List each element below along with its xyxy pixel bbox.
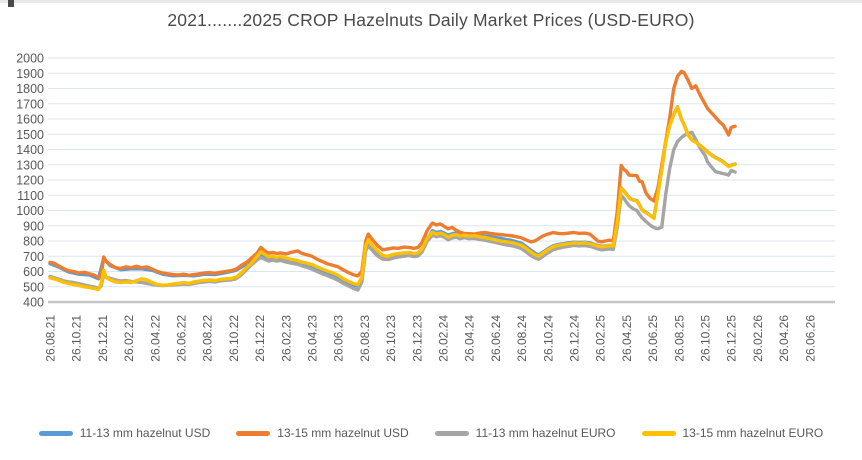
x-axis-tick-label: 26.02.24 (437, 315, 451, 362)
legend-line-swatch (434, 430, 469, 436)
x-axis-tick-label: 26.06.26 (803, 315, 817, 362)
x-axis-tick-label: 26.12.21 (96, 315, 110, 362)
y-axis-tick-label: 800 (23, 235, 44, 249)
x-axis-tick-label: 26.08.23 (358, 315, 372, 362)
y-axis-tick-label: 1800 (16, 82, 44, 96)
x-axis-tick-label: 26.04.25 (620, 315, 634, 362)
y-axis-tick-label: 900 (23, 219, 44, 233)
x-axis-tick-label: 26.10.23 (384, 315, 398, 362)
x-axis-tick-label: 26.04.22 (148, 315, 162, 362)
y-axis-tick-label: 1300 (16, 158, 44, 172)
x-axis-tick-label: 26.12.23 (410, 315, 424, 362)
chart-title: 2021.......2025 CROP Hazelnuts Daily Mar… (167, 10, 695, 30)
legend-item-13-15-mm-hazelnut-usd: 13-15 mm hazelnut USD (236, 426, 409, 440)
x-axis-tick-label: 26.06.22 (175, 315, 189, 362)
chart-legend: 11-13 mm hazelnut USD 13-15 mm hazelnut U… (0, 426, 862, 440)
y-axis-tick-label: 500 (23, 280, 44, 294)
x-axis-tick-label: 26.08.21 (44, 315, 58, 362)
legend-item-11-13-mm-hazelnut-usd: 11-13 mm hazelnut USD (38, 426, 211, 440)
x-axis-tick-label: 26.06.24 (489, 315, 503, 362)
x-axis-tick-label: 26.04.24 (463, 315, 477, 362)
series-line-11-13-mm-hazelnut-euro (48, 130, 737, 292)
legend-line-swatch (236, 430, 271, 436)
y-axis-tick-label: 1000 (16, 204, 44, 218)
x-axis-tick-label: 26.04.23 (306, 315, 320, 362)
y-axis-tick-label: 1100 (17, 189, 44, 203)
legend-label: 13-15 mm hazelnut EURO (682, 426, 824, 440)
x-axis-tick-label: 26.10.21 (70, 315, 84, 362)
y-axis-tick-label: 1200 (16, 174, 44, 188)
window-top-border (0, 0, 862, 3)
x-axis-tick-label: 26.06.23 (332, 315, 346, 362)
x-axis-tick-label: 26.02.22 (122, 315, 136, 362)
y-axis-tick-label: 1400 (16, 143, 44, 157)
legend-line-swatch (641, 430, 676, 436)
legend-item-11-13-mm-hazelnut-euro: 11-13 mm hazelnut EURO (434, 426, 616, 440)
x-axis-tick-label: 26.08.22 (201, 315, 215, 362)
x-axis-tick-label: 26.02.23 (279, 315, 293, 362)
legend-line-swatch (38, 430, 73, 436)
x-axis-tick-label: 26.02.25 (594, 315, 608, 362)
x-axis-tick-label: 26.12.22 (253, 315, 267, 362)
legend-label: 13-15 mm hazelnut USD (277, 426, 409, 440)
legend-label: 11-13 mm hazelnut EURO (475, 426, 616, 440)
x-axis-tick-label: 26.02.26 (751, 315, 765, 362)
x-axis-tick-label: 26.10.24 (541, 315, 555, 362)
series-line-13-15-mm-hazelnut-usd (48, 69, 737, 280)
x-axis-tick-label: 26.08.25 (672, 315, 686, 362)
legend-item-13-15-mm-hazelnut-euro: 13-15 mm hazelnut EURO (641, 426, 824, 440)
y-axis-tick-label: 600 (23, 265, 44, 279)
x-axis-tick-label: 26.06.25 (646, 315, 660, 362)
x-axis-tick-label: 26.12.24 (568, 315, 582, 362)
legend-label: 11-13 mm hazelnut USD (79, 426, 211, 440)
y-axis-tick-label: 1700 (16, 97, 44, 111)
x-axis-tick-label: 26.04.26 (777, 315, 791, 362)
x-axis-tick-label: 26.12.25 (725, 315, 739, 362)
series-line-13-15-mm-hazelnut-euro (48, 105, 737, 292)
y-axis-tick-label: 400 (23, 296, 44, 310)
screenshot-corner-artifact (8, 0, 14, 7)
y-axis-tick-label: 1500 (16, 128, 44, 142)
y-axis-tick-label: 1600 (16, 113, 44, 127)
y-axis-tick-label: 700 (23, 250, 44, 264)
x-axis-tick-label: 26.08.24 (515, 315, 529, 362)
y-axis-tick-label: 2000 (16, 52, 44, 66)
y-axis-tick-label: 1900 (16, 67, 44, 81)
x-axis-tick-label: 26.10.25 (699, 315, 713, 362)
x-axis-tick-label: 26.10.22 (227, 315, 241, 362)
